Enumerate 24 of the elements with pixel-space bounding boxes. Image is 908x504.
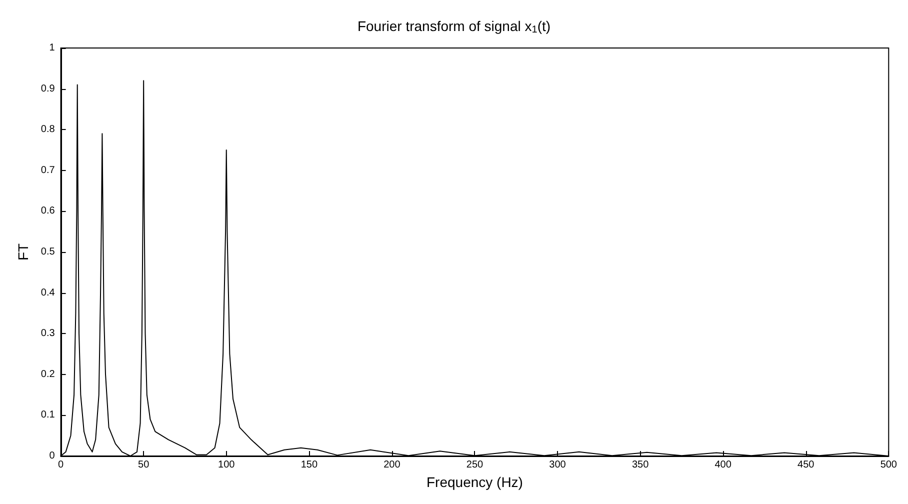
- x-tick-label: 200: [384, 460, 401, 470]
- y-tick-label: 0.7: [40, 164, 56, 176]
- x-tick-label: 450: [798, 460, 815, 470]
- x-tick-label: 500: [880, 460, 898, 470]
- y-axis-title: FT: [15, 243, 31, 261]
- y-tick-label: 0.1: [40, 410, 56, 421]
- y-tick-label: 0.2: [40, 368, 56, 380]
- y-tick-label: 0.5: [40, 246, 56, 258]
- y-tick-label: 0.6: [40, 206, 56, 217]
- x-tick-label: 350: [632, 460, 650, 470]
- y-tick-label: 1: [49, 42, 56, 54]
- y-tick-label: 0.3: [40, 328, 56, 340]
- x-tick-label: 300: [549, 460, 566, 470]
- x-axis-title: Frequency (Hz): [426, 474, 523, 490]
- x-tick-label: 150: [300, 460, 318, 470]
- y-tick-label: 0.8: [40, 124, 56, 136]
- y-tick-label: 0.9: [40, 83, 56, 94]
- y-tick-label: 0.4: [40, 287, 56, 298]
- x-tick-label: 250: [466, 460, 484, 470]
- x-tick-label: 50: [138, 460, 150, 470]
- x-tick-label: 100: [218, 460, 236, 470]
- x-tick-label: 0: [58, 460, 64, 470]
- x-tick-label: 400: [714, 460, 732, 470]
- y-tick-label: 0: [49, 450, 56, 462]
